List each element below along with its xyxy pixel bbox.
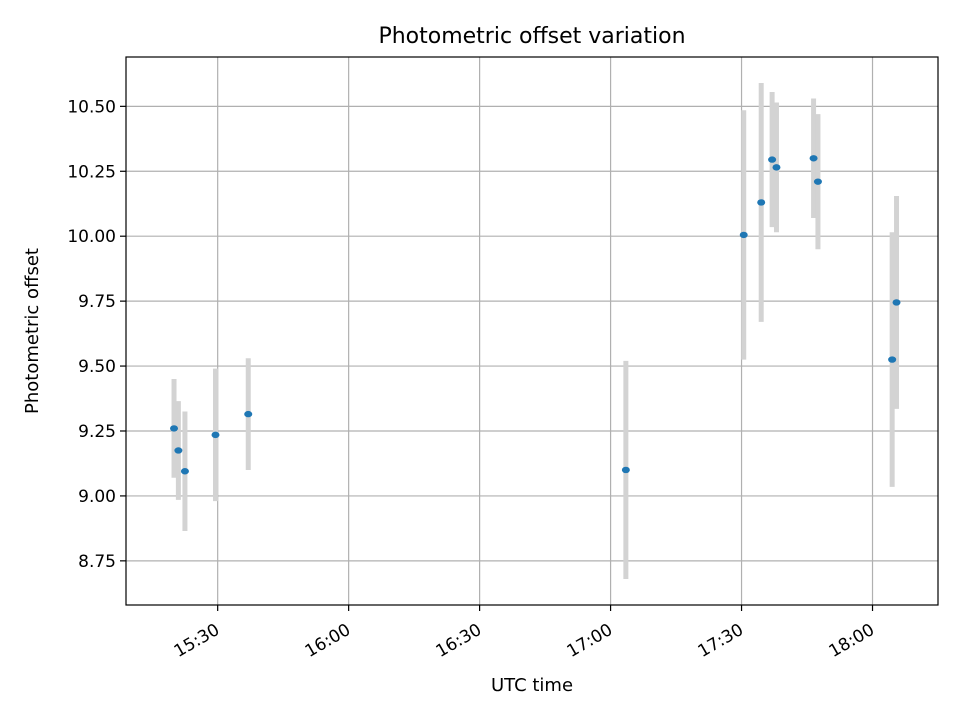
- x-axis-label: UTC time: [491, 675, 573, 696]
- data-point: [772, 164, 781, 171]
- data-point: [211, 431, 220, 439]
- data-point: [739, 231, 748, 239]
- data-point: [892, 299, 901, 306]
- data-point: [174, 447, 183, 454]
- data-point: [244, 410, 253, 418]
- grid: [126, 57, 938, 605]
- y-axis-label: Photometric offset: [22, 248, 43, 414]
- y-tick-label: 9.50: [78, 357, 116, 377]
- chart-title: Photometric offset variation: [378, 24, 685, 49]
- y-tick-label: 10.50: [67, 97, 116, 117]
- y-tick-label: 8.75: [78, 552, 116, 572]
- data-point: [757, 199, 766, 206]
- y-tick-label: 10.25: [67, 162, 116, 182]
- plot-frame: [125, 56, 939, 606]
- y-tick-label: 10.00: [67, 227, 116, 247]
- data-point: [621, 466, 630, 474]
- data-point: [888, 356, 897, 363]
- data-points: [170, 155, 901, 475]
- data-point: [170, 425, 179, 432]
- data-point: [809, 155, 818, 162]
- data-point: [813, 178, 822, 185]
- data-point: [180, 468, 189, 475]
- data-point: [768, 156, 777, 163]
- y-axis-ticks: 8.75 9.00 9.25 9.50 9.75 10.00 10.25 10.50: [67, 97, 126, 572]
- y-tick-label: 9.25: [78, 422, 116, 442]
- y-tick-label: 9.00: [78, 487, 116, 507]
- y-tick-label: 9.75: [78, 292, 116, 312]
